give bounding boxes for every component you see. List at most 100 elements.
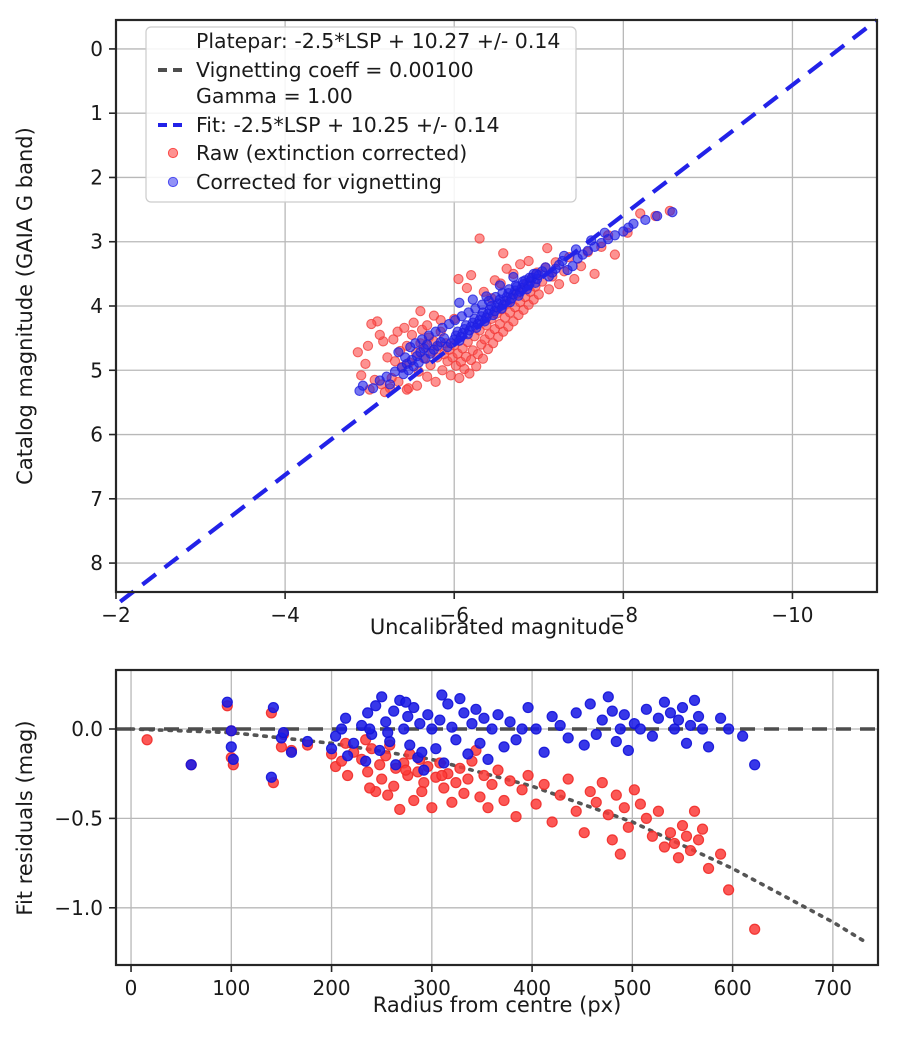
residual-point-raw xyxy=(376,773,388,785)
residual-point-corrected xyxy=(442,698,454,710)
residual-point-raw xyxy=(400,764,412,776)
residual-point-corrected xyxy=(482,753,494,765)
residual-point-raw xyxy=(596,777,608,789)
residual-point-corrected xyxy=(510,734,522,746)
residual-point-raw xyxy=(462,773,474,785)
legend-label: Raw (extinction corrected) xyxy=(196,141,467,165)
residual-point-corrected xyxy=(301,735,314,748)
residual-point-raw xyxy=(622,821,634,833)
residual-point-corrected xyxy=(676,701,689,714)
x-tick-label: 600 xyxy=(714,976,752,1000)
legend-entries: Platepar: -2.5*LSP + 10.27 +/- 0.14 Vigne… xyxy=(158,29,560,194)
data-point-raw xyxy=(501,263,512,274)
residual-point-corrected xyxy=(538,746,550,758)
legend-box xyxy=(145,26,577,203)
x-tick-label: −8 xyxy=(609,603,638,627)
data-point-raw xyxy=(415,305,426,317)
data-point-corrected xyxy=(540,262,551,273)
data-point-corrected xyxy=(438,332,450,344)
residual-point-raw xyxy=(676,819,689,832)
residual-point-corrected xyxy=(277,726,290,739)
residual-point-raw xyxy=(688,805,701,817)
residual-point-corrected xyxy=(478,712,490,724)
residual-point-raw xyxy=(562,773,574,785)
data-point-corrected xyxy=(384,379,396,390)
residual-point-raw xyxy=(749,923,761,935)
residual-point-corrected xyxy=(370,700,382,712)
data-point-raw xyxy=(411,380,423,391)
residual-point-corrected xyxy=(680,737,693,749)
data-point-raw xyxy=(401,384,413,395)
x-tick-label: 0 xyxy=(125,976,138,1000)
residual-point-corrected xyxy=(418,764,430,776)
data-point-corrected xyxy=(623,222,634,233)
residual-point-corrected xyxy=(602,691,614,703)
top-panel-calibration: −2 −4 −6 −8 −10 0 1 2 3 4 5 6 7 8 Uncalibrated magnit… xyxy=(13,18,879,639)
bottom-panel-datapoints xyxy=(141,689,761,935)
residual-point-raw xyxy=(658,841,671,853)
legend: Platepar: -2.5*LSP + 10.27 +/- 0.14 Vigne… xyxy=(145,26,577,203)
residual-point-corrected xyxy=(364,723,376,735)
y-tick-label: −0.5 xyxy=(54,806,103,830)
residual-point-corrected xyxy=(430,743,442,755)
x-tick-label: 100 xyxy=(212,976,250,1000)
residual-point-corrected xyxy=(646,730,659,742)
residual-point-raw xyxy=(696,823,709,835)
residual-point-raw xyxy=(516,784,528,796)
data-point-corrected xyxy=(667,207,678,218)
residual-point-raw xyxy=(486,778,498,791)
x-tick-label: 700 xyxy=(814,976,852,1000)
y-tick-label: 0 xyxy=(90,37,103,61)
residual-point-raw xyxy=(426,802,438,814)
data-point-corrected xyxy=(494,280,506,291)
data-point-raw xyxy=(389,356,401,367)
residual-point-corrected xyxy=(426,723,438,735)
legend-label: Platepar: -2.5*LSP + 10.27 +/- 0.14 xyxy=(196,29,560,53)
residual-point-corrected xyxy=(578,739,590,751)
data-point-raw xyxy=(553,278,565,290)
y-tick-label: 3 xyxy=(90,230,103,254)
residual-point-corrected xyxy=(388,705,400,717)
residual-point-raw xyxy=(388,780,400,792)
data-point-corrected xyxy=(652,210,663,222)
bottom-panel-xlabel: Radius from centre (px) xyxy=(373,993,622,1017)
residual-point-raw xyxy=(646,830,659,842)
y-tick-label: 6 xyxy=(90,423,103,447)
residual-point-corrected xyxy=(618,709,630,721)
data-point-raw xyxy=(542,243,553,254)
top-panel-ticks xyxy=(109,48,794,599)
y-tick-label: 8 xyxy=(90,551,103,575)
residual-point-corrected xyxy=(652,712,665,724)
residual-point-corrected xyxy=(285,746,298,758)
legend-point-marker xyxy=(167,147,179,159)
data-point-raw xyxy=(471,361,482,372)
y-tick-label: 1 xyxy=(90,101,103,125)
residual-point-raw xyxy=(450,777,462,789)
legend-label: Vignetting coeff = 0.00100 xyxy=(196,58,474,82)
residual-point-raw xyxy=(478,769,490,782)
residual-point-corrected xyxy=(702,741,715,753)
data-point-raw xyxy=(609,249,621,260)
data-point-corrected xyxy=(354,385,365,396)
residual-point-corrected xyxy=(692,710,705,723)
residual-point-corrected xyxy=(227,753,239,765)
residual-point-raw xyxy=(141,734,153,746)
residual-point-corrected xyxy=(404,739,416,751)
data-point-raw xyxy=(453,273,464,285)
top-panel-ylabel: Catalog magnitude (GAIA G band) xyxy=(13,127,37,485)
residual-point-raw xyxy=(684,844,697,857)
y-tick-label: −1.0 xyxy=(54,896,103,920)
residual-point-corrected xyxy=(398,723,410,735)
residual-point-corrected xyxy=(402,710,414,723)
x-tick-label: −2 xyxy=(101,603,130,627)
x-tick-label: −10 xyxy=(771,603,813,627)
residual-point-raw xyxy=(614,848,626,860)
residual-point-corrected xyxy=(486,723,498,735)
residual-point-raw xyxy=(454,762,466,774)
residual-point-raw xyxy=(652,805,665,817)
data-point-raw xyxy=(465,269,477,281)
y-tick-label: 2 xyxy=(90,165,103,189)
residual-point-corrected xyxy=(374,744,386,757)
residual-point-corrected xyxy=(672,714,685,726)
